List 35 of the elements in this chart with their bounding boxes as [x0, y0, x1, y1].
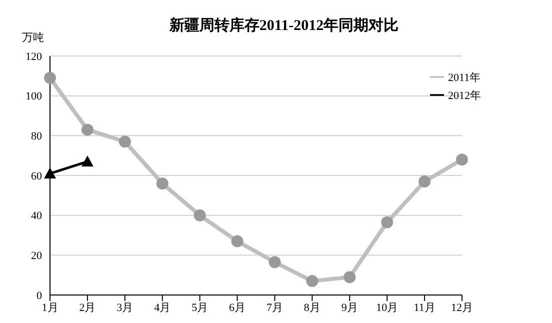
x-tick-label: 4月: [154, 302, 171, 314]
x-tick-label: 9月: [341, 302, 358, 314]
y-tick-label: 20: [31, 250, 42, 262]
point: [81, 124, 94, 136]
y-tick-label: 100: [26, 90, 42, 103]
y-tick-label: 120: [26, 50, 42, 63]
point: [381, 216, 394, 228]
point: [231, 235, 244, 248]
y-tick-label: 40: [31, 210, 42, 222]
x-tick-label: 6月: [229, 302, 246, 314]
point: [306, 275, 318, 288]
chart-title: 新疆周转库存2011-2012年同期对比: [169, 18, 399, 34]
x-tick-label: 1月: [42, 302, 58, 314]
point: [156, 177, 168, 190]
point: [44, 72, 56, 84]
legend-label: 2011年: [448, 72, 481, 84]
point: [194, 209, 206, 222]
x-tick-label: 8月: [304, 302, 320, 314]
y-tick-label: 60: [31, 170, 42, 182]
x-tick-label: 7月: [266, 302, 283, 314]
y-axis-title: 万吨: [22, 31, 44, 45]
point: [456, 154, 468, 166]
legend-label: 2012年: [448, 90, 481, 102]
point: [118, 136, 131, 148]
x-tick-label: 11月: [414, 302, 436, 314]
x-tick-label: 2月: [79, 302, 96, 314]
x-tick-label: 10月: [376, 302, 398, 314]
y-tick-label: 0: [36, 290, 42, 302]
x-tick-label: 5月: [192, 302, 208, 314]
point: [344, 271, 356, 284]
x-tick-label: 3月: [116, 302, 134, 314]
y-tick-label: 80: [31, 130, 42, 143]
point: [268, 256, 281, 268]
point: [418, 175, 431, 188]
x-tick-label: 12月: [451, 302, 473, 314]
